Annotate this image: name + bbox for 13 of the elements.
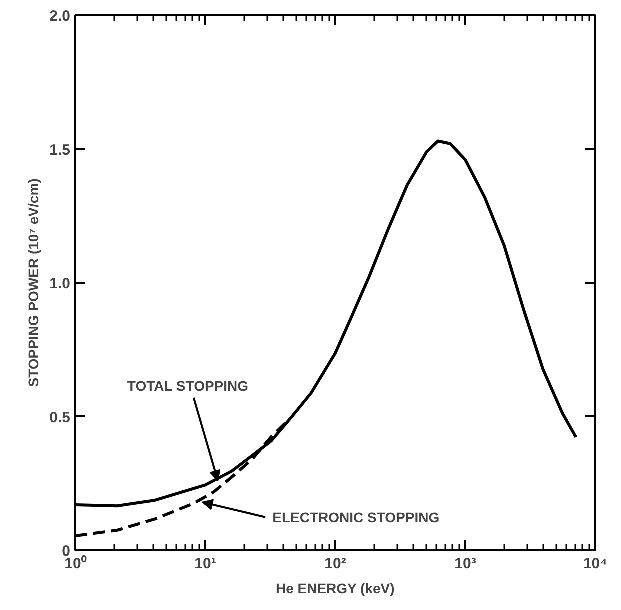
x-tick-label: 10²	[324, 556, 346, 572]
x-tick-label: 10⁰	[64, 554, 88, 572]
x-tick-label: 10³	[454, 556, 476, 572]
annotation: ELECTRONIC STOPPING	[272, 509, 440, 526]
y-tick-label: 1.5	[50, 142, 71, 159]
y-axis-title: STOPPING POWER (10⁷ eV/cm)	[26, 178, 42, 388]
y-tick-label: 2.0	[50, 8, 71, 25]
x-tick-label: 10⁴	[583, 556, 608, 572]
x-axis-title: He ENERGY (keV)	[276, 580, 395, 596]
annotation: TOTAL STOPPING	[127, 378, 249, 394]
y-tick-label: 0.5	[50, 409, 71, 426]
x-tick-label: 10¹	[194, 556, 216, 572]
y-tick-label: 1.0	[50, 276, 71, 292]
